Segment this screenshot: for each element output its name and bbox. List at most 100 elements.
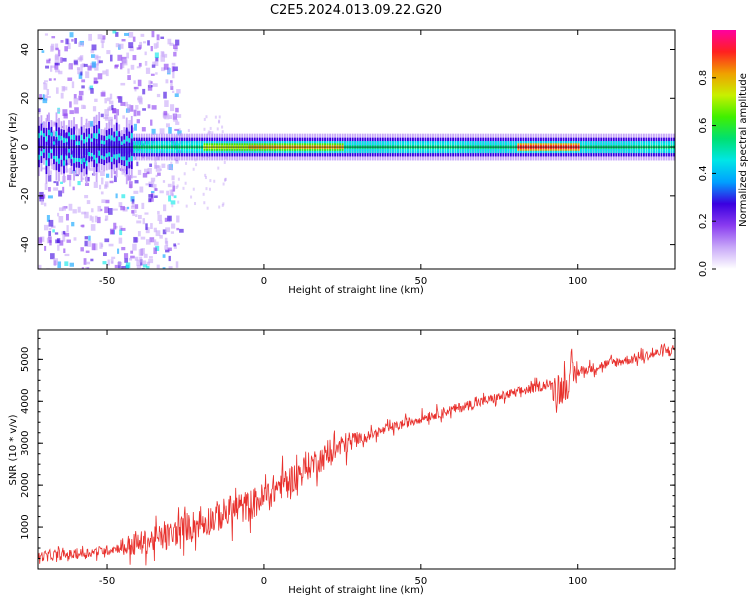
heatmap-cell [93,181,98,188]
heatmap-cell [118,43,124,49]
heatmap-cell [47,174,52,182]
heatmap-cell [165,227,171,233]
heatmap-cell [102,252,107,257]
heatmap-cell [151,180,155,188]
heatmap-cell [138,249,143,256]
heatmap-cell [57,212,60,217]
heatmap-cell [144,212,149,215]
heatmap-cell [54,62,59,70]
heatmap-cell [110,230,114,234]
heatmap-cell [214,115,217,119]
heatmap-cell [57,244,60,251]
heatmap-cell [92,106,97,112]
heatmap-cell [90,120,94,127]
heatmap-cell [127,68,130,74]
heatmap-cell [137,169,142,176]
heatmap-cell [157,172,161,176]
heatmap-cell [89,85,94,90]
heatmap-cell [183,172,186,176]
heatmap-cell [212,144,215,148]
heatmap-cell [174,128,180,131]
heatmap-cell [148,80,152,88]
heatmap-cell [194,158,197,162]
snr-axes: -50 0 50 100 1000 2000 3000 4000 5000 [20,330,675,587]
heatmap-cell [55,47,59,51]
heatmap-cell [85,250,90,253]
heatmap-cell [93,77,98,85]
heatmap-cell [124,258,128,263]
heatmap-cell [128,181,133,189]
heatmap-cell [160,51,165,56]
heatmap-cell [174,140,178,147]
heatmap-cell [109,54,113,62]
heatmap-cell [122,115,126,119]
heatmap-cell [77,68,81,75]
heatmap-cell [148,258,154,264]
heatmap-cell [60,40,64,43]
heatmap-cell [149,163,153,167]
heatmap-cell [136,220,142,224]
snr-y-label: SNR (10 * v/v) [8,414,19,485]
heatmap-cell [132,36,136,42]
heatmap-cell [159,235,163,239]
heatmap-cell [211,131,214,135]
heatmap-cell [103,127,108,134]
heatmap-cell [175,39,180,46]
heatmap-cell [142,172,148,178]
heatmap-cell [209,130,212,134]
heatmap-cell [100,146,103,153]
heatmap-cell [164,53,168,58]
heatmap-cell [107,259,110,266]
heatmap-cell [101,177,104,185]
snr-x-label: Height of straight line (km) [288,585,424,596]
heatmap-cell [80,144,83,154]
x-tick-label: 0 [261,276,267,287]
heatmap-cell [90,258,94,262]
heatmap-cell [105,181,109,188]
heatmap-cell [108,116,113,122]
heatmap-cell [133,156,138,161]
x-tick-label: -50 [99,276,115,287]
heatmap-cell [64,253,70,257]
heatmap-cell [68,203,73,211]
heatmap-cell [163,204,167,212]
heatmap-cell [149,198,154,202]
heatmap-cell [83,258,87,265]
heatmap-cell [133,86,139,90]
heatmap-cell [154,52,159,59]
heatmap-cell [116,96,121,99]
heatmap-cell [148,183,154,188]
heatmap-cell [75,124,78,131]
heatmap-cell [115,32,119,37]
heatmap-cell [129,105,134,112]
heatmap-cell [203,127,206,131]
heatmap-cell [148,194,153,198]
heatmap-cell [168,195,172,202]
heatmap-cell [44,245,47,251]
heatmap-cell [60,144,63,152]
heatmap-cell [104,206,110,214]
heatmap-cell [185,161,188,165]
spectrogram-axes: -50 0 50 100 -40 -20 0 20 40 [20,30,675,287]
heatmap-cell [95,143,98,154]
heatmap-cell [116,109,120,116]
heatmap-cell [142,264,148,268]
heatmap-cell [218,115,221,119]
heatmap-cell [138,44,142,49]
heatmap-cell [171,62,176,66]
heatmap-cell [98,137,101,147]
heatmap-cell [125,146,128,156]
heatmap-cell [171,141,176,149]
heatmap-cell [171,204,174,208]
heatmap-cell [140,33,145,37]
heatmap-cell [58,165,63,172]
heatmap-cell [49,240,52,246]
y-tick-label: 5000 [20,347,31,372]
heatmap-cell [48,230,52,237]
heatmap-cell [166,67,170,74]
y-tick-label: 2000 [20,472,31,497]
heatmap-cell [155,72,158,75]
heatmap-cell [90,144,93,151]
heatmap-cell [124,32,130,36]
heatmap-cell [130,205,135,209]
